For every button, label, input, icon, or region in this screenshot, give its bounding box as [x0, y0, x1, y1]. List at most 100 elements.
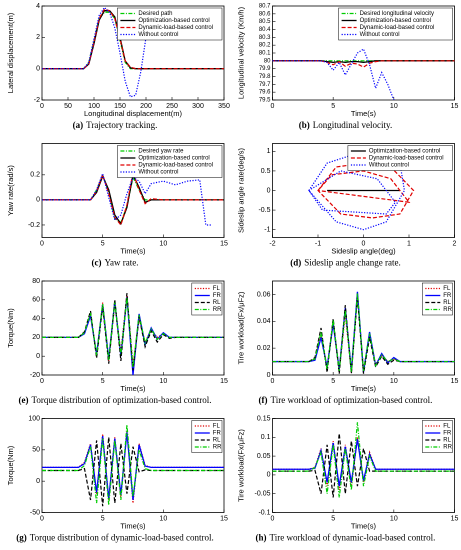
panel: 0 5 10 15 -0.2 0 0.2 Time(s) Yaw rate(rad/s) Desi… — [6, 143, 228, 268]
y-tick-label: 79.5 — [259, 98, 271, 104]
x-tick-label: 10 — [390, 515, 398, 522]
caption: (c) Yaw rate. — [91, 258, 138, 268]
x-tick-label: 50 — [64, 103, 72, 110]
y-axis-label: Longitudinal velocity (Km/h) — [236, 6, 245, 99]
legend-label: RL — [443, 438, 451, 444]
legend-label: RR — [213, 307, 222, 313]
x-axis-label: Time(s) — [120, 246, 146, 255]
x-tick-label: 1 — [407, 240, 411, 247]
plot-lines — [42, 293, 224, 375]
y-tick-label: 0 — [36, 197, 40, 204]
y-tick-label: 1 — [267, 148, 271, 155]
y-tick-label: 79.8 — [259, 74, 271, 80]
legend-label: Dynamic-load-based control — [138, 25, 213, 31]
series-line — [272, 60, 455, 68]
x-tick-label: -1 — [315, 240, 321, 247]
legend-label: FR — [213, 293, 222, 299]
y-tick-label: 80.7 — [259, 4, 271, 10]
x-tick-label: 5 — [331, 378, 335, 385]
series-line — [42, 297, 224, 368]
legend-label: Optimization-based control — [138, 18, 209, 24]
series-line — [272, 48, 395, 100]
y-tick-label: -0.1 — [258, 509, 270, 516]
y-tick-label: 2 — [36, 34, 40, 41]
y-tick-label: 20 — [32, 334, 40, 341]
legend-label: Dynamic-load-based control — [369, 156, 444, 162]
x-tick-label: 100 — [88, 103, 100, 110]
panel: 0 5 10 15-20020406080Time(s)Torque(Nm)FLFRR… — [6, 278, 228, 405]
y-tick-label: -2 — [34, 97, 40, 104]
y-axis-label: Yaw rate(rad/s) — [6, 165, 15, 216]
x-tick-label: 5 — [331, 103, 335, 110]
y-tick-label: 0 — [36, 478, 40, 485]
y-tick-label: 80.2 — [259, 43, 271, 49]
y-tick-label: 80 — [264, 58, 271, 64]
panel: 0 5 10 15 -0.1 -0.05 0 0.05 0.1 0.15 Time(s) Tire w… — [236, 415, 458, 542]
series-line — [42, 6, 152, 98]
y-tick-label: 60 — [32, 297, 40, 304]
legend-label: Without control — [360, 32, 400, 38]
caption-text: Tire workload of dynamic-load-based cont… — [270, 533, 436, 543]
x-tick-label: 300 — [192, 103, 204, 110]
x-tick-label: 2 — [453, 240, 457, 247]
y-tick-label: 79.6 — [259, 90, 271, 96]
y-tick-label: 80.3 — [259, 35, 271, 41]
y-tick-label: -20 — [30, 372, 40, 379]
y-axis-label: Lateral displacement(m) — [6, 12, 15, 93]
x-tick-label: 0 — [40, 240, 44, 247]
legend-label: Desired longitudinal velocity — [360, 11, 434, 17]
y-tick-label: 0.06 — [257, 291, 271, 298]
caption-text: Tire workload of optimization-based cont… — [271, 395, 433, 405]
plot-lines — [42, 424, 224, 507]
y-tick-label: 80.5 — [259, 19, 271, 25]
legend-label: Desired yaw rate — [138, 149, 184, 155]
caption-label: (c) — [91, 258, 101, 268]
panel: 0 5 10 15-50050100Time(s)Torque(Nm)FLFRRLRR… — [6, 415, 228, 542]
y-tick-label: -1 — [264, 227, 270, 234]
y-tick-label: -0.05 — [255, 491, 271, 498]
legend-label: FR — [443, 293, 452, 299]
y-tick-label: 0.5 — [261, 168, 271, 175]
y-tick-label: -0.2 — [28, 222, 40, 229]
y-tick-label: 0 — [267, 372, 271, 379]
caption-text: Trajectory tracking. — [86, 120, 157, 130]
x-tick-label: 15 — [451, 378, 459, 385]
series-line — [42, 432, 224, 501]
x-tick-label: 15 — [220, 515, 228, 522]
x-tick-label: 350 — [218, 103, 230, 110]
x-tick-label: 0 — [40, 515, 44, 522]
legend-label: Dynamic-load-based control — [138, 163, 213, 169]
caption-text: Torque distribution of dynamic-load-base… — [30, 533, 214, 543]
x-tick-label: 0 — [40, 378, 44, 385]
panel: 0 5 10 15 0 0.02 0.04 0.06 Time(s) Tire workload(… — [236, 280, 459, 405]
series-line — [42, 171, 212, 226]
legend-box — [338, 7, 453, 41]
y-tick-label: -50 — [30, 509, 40, 516]
caption-text: Longitudinal velocity. — [313, 120, 392, 130]
legend-label: RL — [443, 300, 451, 306]
caption-label: (e) — [18, 395, 28, 405]
y-tick-label: 0.02 — [257, 345, 271, 352]
y-tick-label: 0.1 — [261, 434, 271, 441]
y-tick-label: 50 — [32, 447, 40, 454]
series-line — [272, 60, 455, 64]
caption-label: (g) — [16, 533, 27, 543]
legend-label: FL — [213, 286, 221, 292]
y-axis-label: Torque(Nm) — [6, 445, 15, 485]
x-tick-label: 0 — [362, 240, 366, 247]
y-axis-label: Torque(Nm) — [6, 308, 15, 348]
x-axis-label: Time(s) — [120, 521, 146, 530]
series-line — [272, 297, 455, 374]
caption: (b) Longitudinal velocity. — [299, 120, 392, 130]
x-axis-label: Time(s) — [351, 521, 377, 530]
legend-label: Without control — [369, 163, 409, 169]
y-axis-label: Tire workload(Fx/μFz) — [236, 291, 245, 364]
x-tick-label: 200 — [140, 103, 152, 110]
plot-lines — [272, 422, 455, 498]
series-line — [272, 439, 455, 487]
series-line — [272, 433, 455, 498]
legend-label: Optimization-based control — [138, 156, 209, 162]
y-tick-label: 0 — [267, 187, 271, 194]
